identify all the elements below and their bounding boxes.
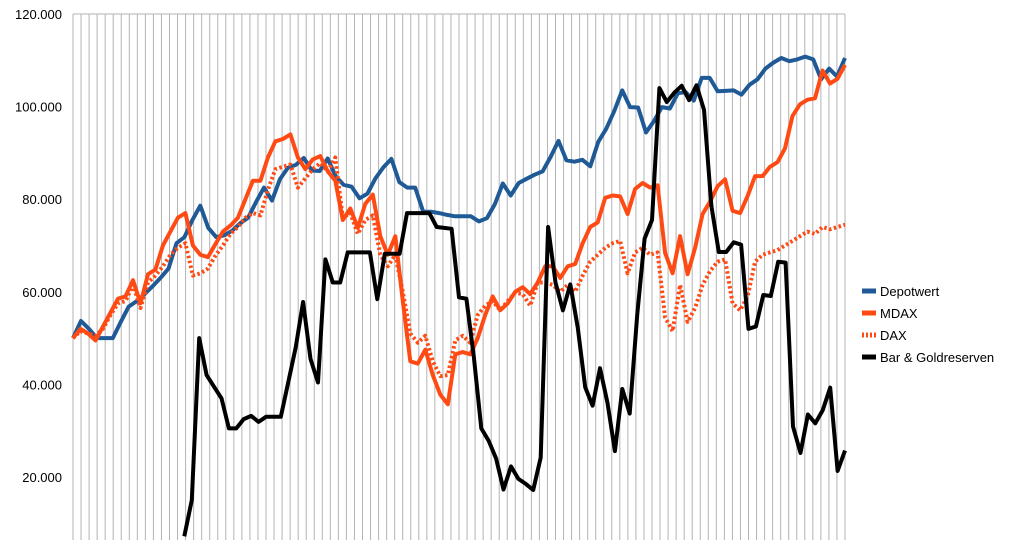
legend-swatch-dax xyxy=(862,328,876,343)
legend-label: MDAX xyxy=(880,305,918,321)
legend-item-bar-goldreserven: Bar & Goldreserven xyxy=(862,346,994,368)
y-tick-label: 80.000 xyxy=(22,192,62,207)
series-line-depotwert xyxy=(71,54,847,341)
legend-item-mdax: MDAX xyxy=(862,302,994,324)
y-axis-ticks: 20.000 40.000 60.000 80.000 100.000 120.000 xyxy=(15,7,62,485)
legend-label: Bar & Goldreserven xyxy=(880,349,995,365)
legend-swatch-mdax xyxy=(862,306,876,321)
legend-item-depotwert: Depotwert xyxy=(862,280,994,302)
y-tick-label: 120.000 xyxy=(15,7,62,22)
grid-lines xyxy=(72,13,846,540)
series-line-mdax xyxy=(71,63,847,407)
series-lines xyxy=(71,54,847,537)
y-tick-label: 40.000 xyxy=(22,377,62,392)
legend-swatch-depotwert xyxy=(862,284,876,299)
legend: Depotwert MDAX DAX Bar & Goldreserven xyxy=(862,280,994,368)
y-tick-label: 60.000 xyxy=(22,285,62,300)
y-tick-label: 20.000 xyxy=(22,470,62,485)
legend-item-dax: DAX xyxy=(862,324,994,346)
legend-label: Depotwert xyxy=(880,283,940,299)
y-tick-label: 100.000 xyxy=(15,100,62,115)
legend-swatch-bar-goldreserven xyxy=(862,350,876,365)
legend-label: DAX xyxy=(880,327,907,343)
series-line-bar-goldreserven xyxy=(182,83,847,537)
